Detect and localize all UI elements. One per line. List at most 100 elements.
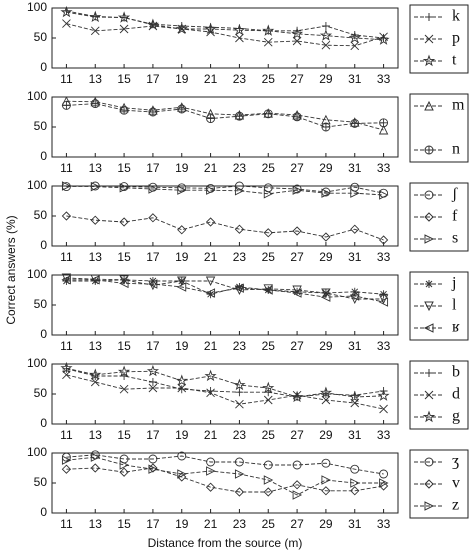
point-marker bbox=[320, 292, 331, 302]
point-marker bbox=[321, 22, 330, 30]
x-tick-label: 29 bbox=[319, 72, 333, 86]
x-tick-label: 31 bbox=[348, 72, 362, 86]
point-marker bbox=[205, 288, 216, 298]
x-tick-label: 21 bbox=[204, 517, 218, 531]
point-marker bbox=[91, 372, 100, 380]
legend-marker bbox=[424, 479, 434, 489]
point-marker bbox=[263, 395, 273, 405]
legend-marker bbox=[422, 410, 436, 423]
point-marker bbox=[234, 487, 245, 497]
point-marker bbox=[148, 182, 158, 192]
x-tick-label: 31 bbox=[348, 339, 362, 353]
point-marker bbox=[148, 383, 158, 393]
point-marker bbox=[60, 361, 73, 374]
point-marker bbox=[348, 390, 361, 403]
x-tick-label: 13 bbox=[89, 428, 103, 442]
point-marker bbox=[293, 287, 302, 296]
x-tick-label: 13 bbox=[89, 72, 103, 86]
point-marker bbox=[379, 478, 389, 488]
legend-marker bbox=[423, 323, 434, 333]
legend-label: ʃ bbox=[451, 186, 458, 203]
point-marker bbox=[321, 187, 331, 197]
point-marker bbox=[234, 457, 244, 467]
legend-label: j bbox=[451, 275, 456, 292]
y-tick-label: 50 bbox=[34, 30, 48, 44]
legend-marker bbox=[425, 280, 433, 288]
point-marker bbox=[350, 41, 360, 51]
point-marker bbox=[148, 213, 158, 223]
point-marker bbox=[119, 275, 129, 285]
x-tick-label: 27 bbox=[290, 428, 304, 442]
point-marker bbox=[263, 228, 273, 238]
legend-marker bbox=[424, 457, 434, 467]
point-marker bbox=[290, 27, 304, 39]
point-marker bbox=[206, 183, 216, 193]
series-line bbox=[66, 215, 384, 241]
legend-marker bbox=[424, 34, 434, 44]
legend-label: ʁ bbox=[452, 319, 460, 336]
legend-label: v bbox=[452, 475, 460, 492]
point-marker bbox=[263, 487, 273, 497]
y-tick-label: 50 bbox=[34, 119, 48, 133]
point-marker bbox=[321, 288, 331, 299]
x-tick-label: 21 bbox=[204, 161, 218, 175]
point-marker bbox=[61, 275, 71, 285]
point-marker bbox=[263, 189, 274, 199]
x-tick-label: 11 bbox=[60, 161, 73, 175]
legend-label: k bbox=[452, 8, 460, 25]
point-marker bbox=[263, 460, 273, 470]
x-tick-label: 33 bbox=[377, 250, 391, 264]
x-tick-label: 31 bbox=[348, 428, 362, 442]
legend-label: l bbox=[452, 297, 457, 314]
y-tick-label: 50 bbox=[34, 475, 48, 489]
x-tick-label: 25 bbox=[262, 517, 276, 531]
point-marker bbox=[61, 211, 72, 221]
point-marker bbox=[206, 290, 215, 299]
x-tick-label: 27 bbox=[290, 250, 304, 264]
point-marker bbox=[61, 452, 71, 462]
point-marker bbox=[61, 182, 71, 192]
x-tick-label: 15 bbox=[117, 339, 131, 353]
legend-label: s bbox=[452, 230, 458, 247]
point-marker bbox=[292, 226, 302, 236]
point-marker bbox=[90, 26, 100, 36]
point-marker bbox=[233, 23, 246, 36]
x-tick-label: 19 bbox=[175, 250, 189, 264]
x-tick-label: 19 bbox=[175, 517, 189, 531]
series-line bbox=[66, 467, 384, 493]
x-tick-label: 13 bbox=[89, 339, 103, 353]
point-marker bbox=[177, 451, 187, 461]
point-marker bbox=[321, 395, 331, 405]
x-tick-label: 11 bbox=[60, 72, 73, 86]
series-line bbox=[66, 374, 384, 410]
y-axis-label: Correct answers (%) bbox=[4, 215, 18, 324]
point-marker bbox=[348, 31, 361, 44]
point-marker bbox=[206, 185, 216, 195]
point-marker bbox=[262, 24, 275, 36]
x-tick-label: 25 bbox=[262, 339, 276, 353]
x-tick-label: 31 bbox=[348, 161, 362, 175]
point-marker bbox=[204, 22, 217, 35]
point-marker bbox=[292, 185, 303, 195]
x-tick-label: 33 bbox=[377, 72, 391, 86]
point-marker bbox=[350, 486, 360, 496]
point-marker bbox=[350, 188, 360, 198]
y-tick-label: 100 bbox=[27, 267, 47, 281]
series-line bbox=[66, 103, 384, 128]
point-marker bbox=[148, 184, 158, 194]
y-tick-label: 100 bbox=[27, 0, 47, 14]
legend-marker bbox=[425, 369, 433, 377]
x-tick-label: 23 bbox=[233, 250, 247, 264]
x-tick-label: 17 bbox=[146, 161, 160, 175]
point-marker bbox=[61, 273, 72, 284]
point-marker bbox=[378, 124, 389, 135]
point-marker bbox=[177, 104, 187, 114]
point-marker bbox=[321, 390, 330, 398]
legend-label: b bbox=[452, 364, 460, 381]
point-marker bbox=[119, 217, 129, 227]
point-marker bbox=[292, 390, 302, 400]
point-marker bbox=[206, 388, 215, 398]
x-tick-label: 29 bbox=[319, 339, 333, 353]
x-tick-label: 21 bbox=[204, 428, 218, 442]
point-marker bbox=[117, 365, 131, 377]
